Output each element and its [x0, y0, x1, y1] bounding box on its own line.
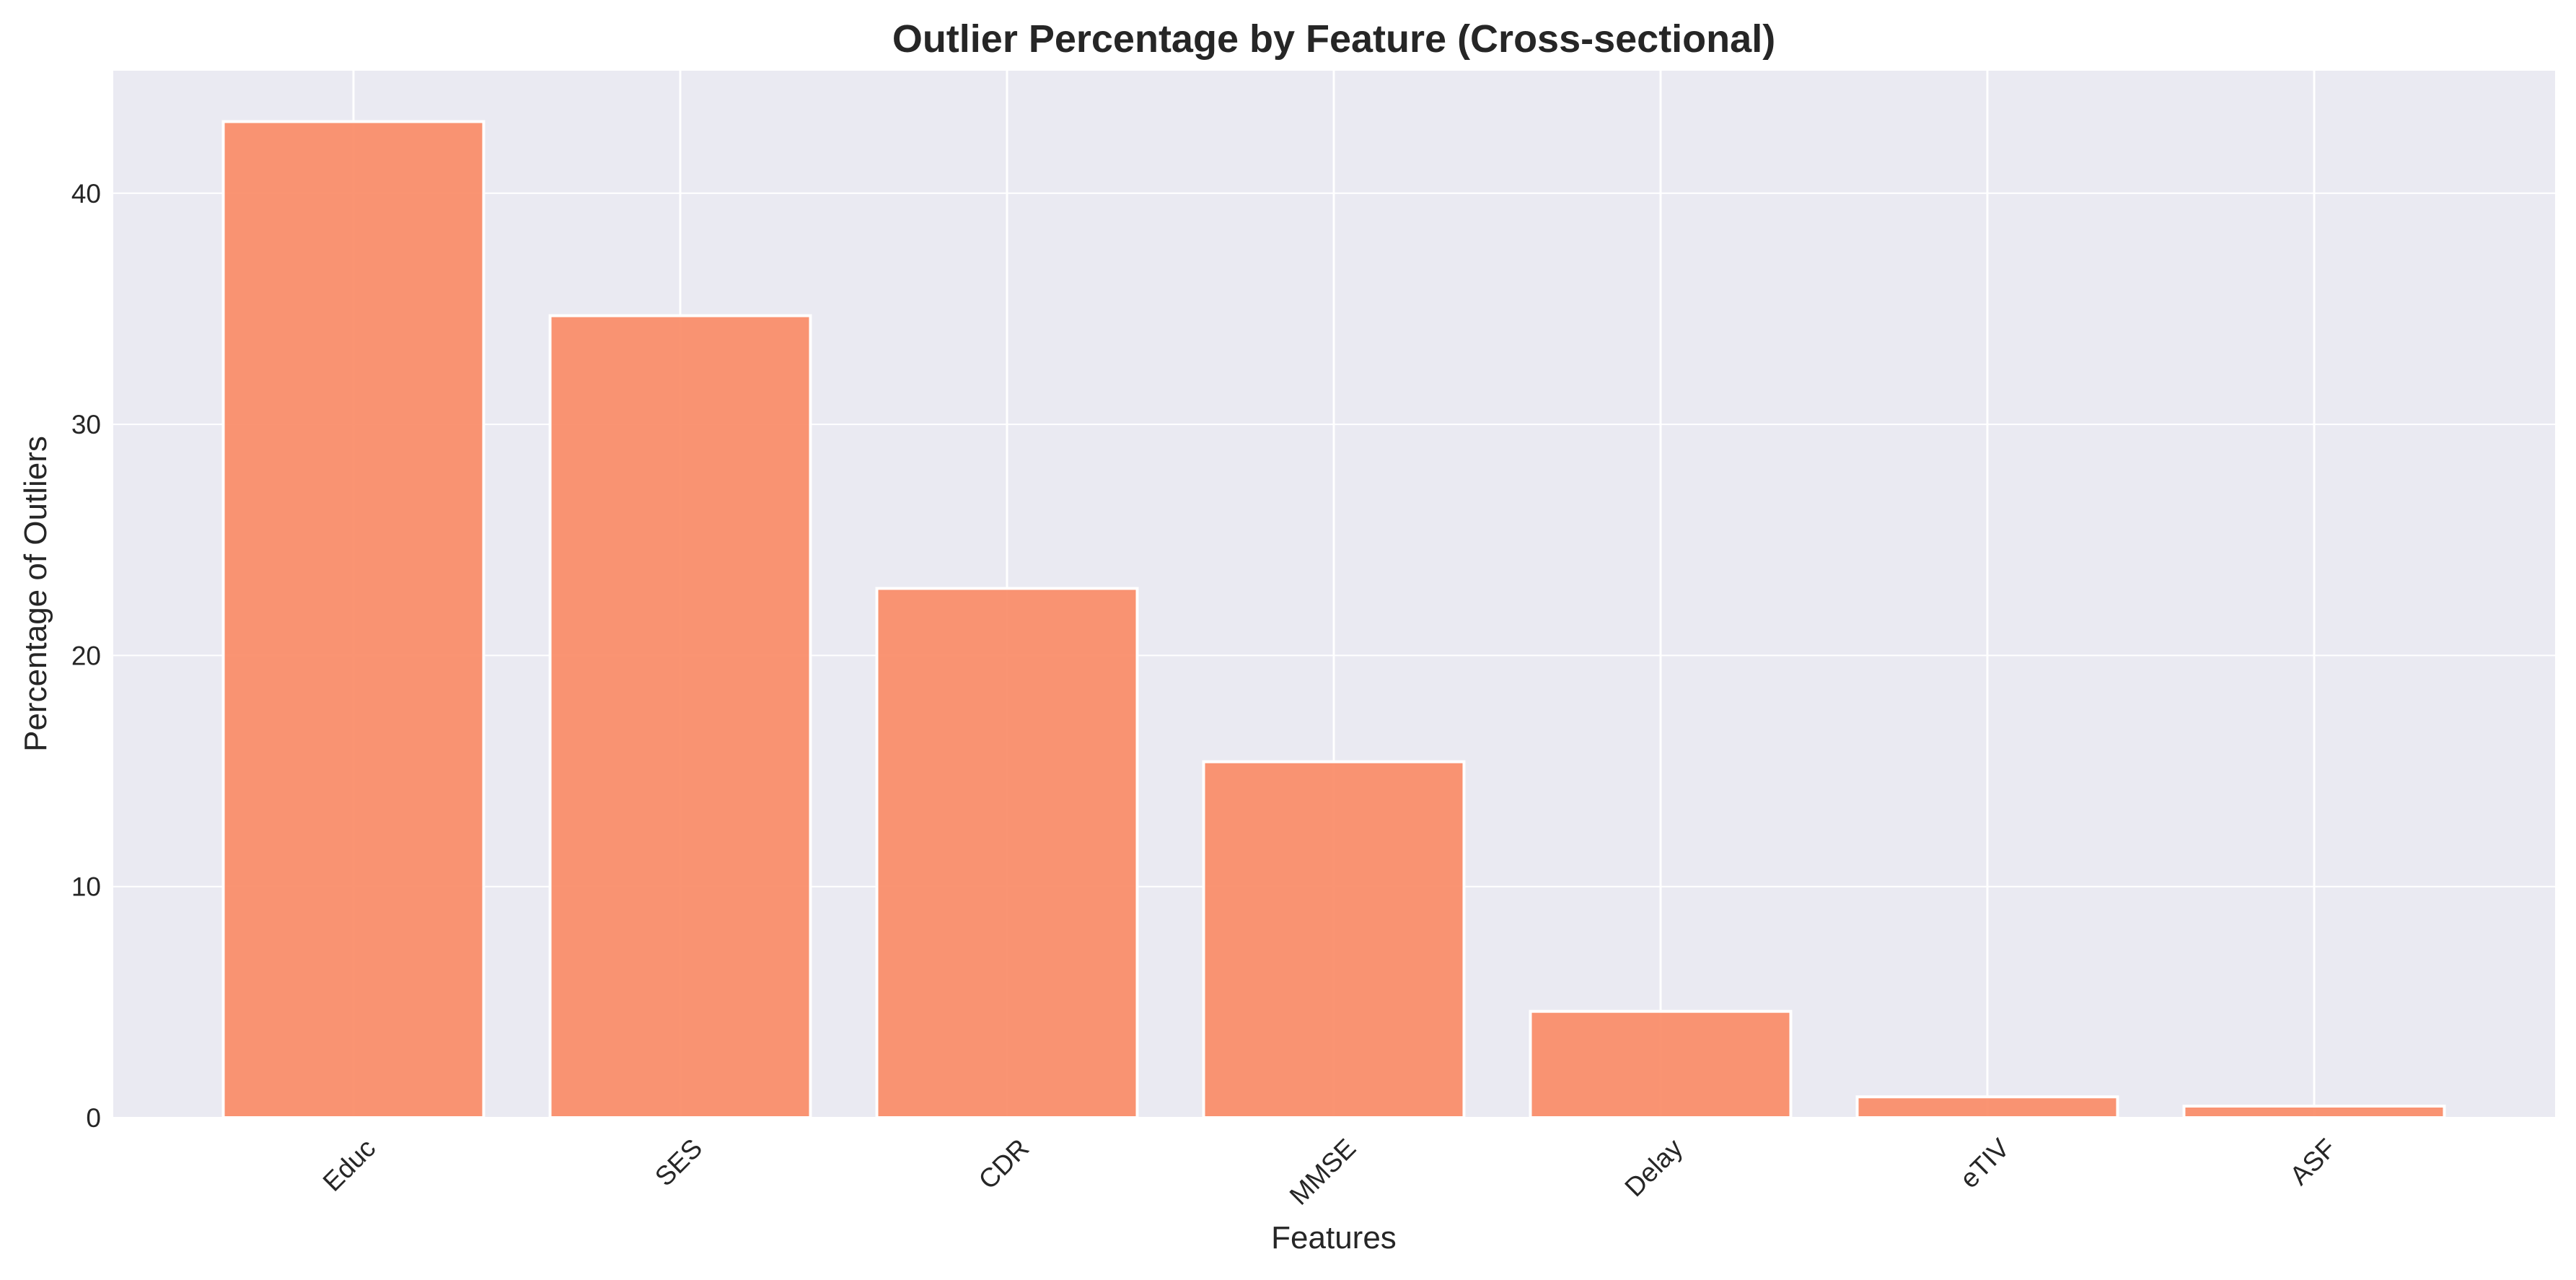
- bar: [548, 314, 812, 1119]
- bar: [1855, 1095, 2119, 1120]
- y-tick-label: 0: [86, 1103, 101, 1133]
- bars: [221, 120, 2446, 1120]
- y-tick-label: 40: [71, 179, 101, 209]
- bar: [221, 120, 485, 1119]
- y-axis-label: Percentage of Outliers: [18, 436, 53, 752]
- x-axis-label: Features: [1271, 1220, 1397, 1255]
- bar: [2182, 1104, 2446, 1119]
- chart-title: Outlier Percentage by Feature (Cross-sec…: [892, 17, 1775, 61]
- bar: [875, 587, 1139, 1119]
- y-tick-label: 20: [71, 641, 101, 670]
- y-tick-label: 30: [71, 410, 101, 439]
- bar: [1202, 760, 1466, 1120]
- bar: [1529, 1009, 1793, 1119]
- y-tick-label: 10: [71, 872, 101, 902]
